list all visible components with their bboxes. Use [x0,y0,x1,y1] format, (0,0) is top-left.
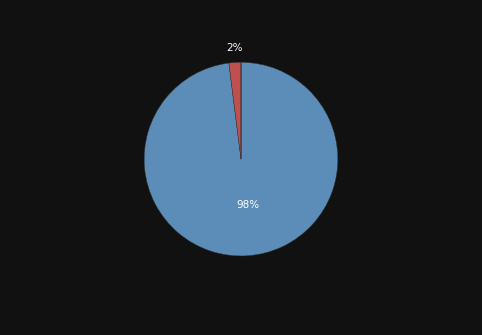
Text: 98%: 98% [237,200,259,210]
Text: 2%: 2% [226,43,242,53]
Wedge shape [229,62,241,159]
Wedge shape [144,62,338,256]
